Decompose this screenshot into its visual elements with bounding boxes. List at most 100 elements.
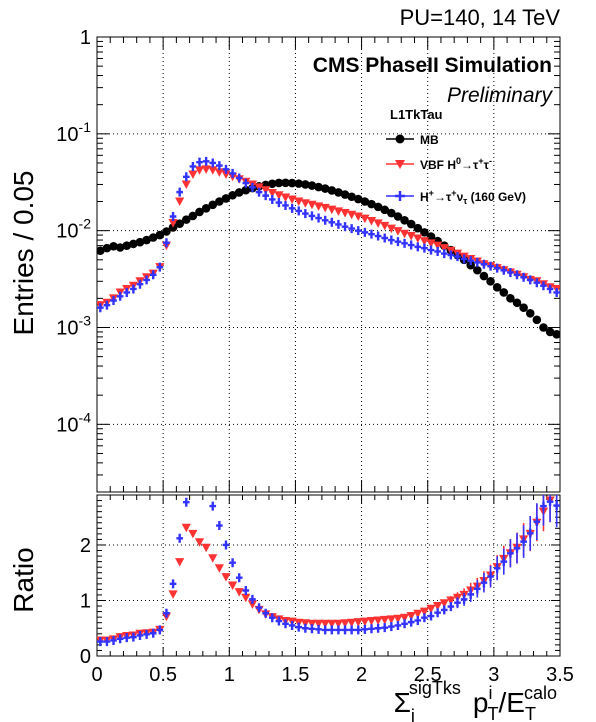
data-point [507,267,514,277]
data-point [373,616,383,625]
data-point [109,241,118,251]
data-point [143,275,150,285]
data-point [182,497,190,507]
data-point [314,182,323,192]
data-point [540,501,547,511]
data-point [393,212,403,221]
data-point [268,194,276,204]
data-point [335,625,342,635]
data-point [241,185,251,195]
data-point [433,241,443,251]
data-point [181,523,191,533]
data-point [262,191,269,201]
data-point [215,197,224,206]
data-point [340,619,350,628]
data-point [388,235,395,245]
data-point [467,589,475,599]
data-point [440,605,448,615]
data-point [361,624,369,634]
data-point [520,272,527,282]
data-point [360,197,370,206]
data-point [526,528,534,538]
data-point [221,573,231,582]
data-point [440,249,448,259]
data-point [386,615,396,624]
data-point [360,617,370,627]
data-point [348,625,355,635]
data-point [194,166,205,175]
algorithm-label: L1TkTau [390,107,443,122]
y-tick-label: 10-4 [56,409,91,436]
data-point [539,323,548,332]
data-point [97,637,104,647]
data-point [169,212,177,222]
data-point [381,233,389,243]
data-point [203,482,210,491]
data-point [374,623,382,633]
data-point [439,599,449,608]
data-point [419,237,430,246]
data-point [275,616,283,626]
data-point [354,625,362,635]
data-point [360,214,370,224]
data-point [414,242,422,252]
data-point [103,637,111,647]
data-point [427,245,435,255]
data-point [366,617,377,626]
data-point [201,543,211,553]
data-point [426,239,436,248]
data-point [209,158,217,168]
data-point [540,281,547,291]
data-point [254,183,264,192]
data-point [454,598,461,608]
data-point [302,623,309,633]
y-tick-label: 10-1 [56,119,91,146]
data-point [201,165,211,174]
data-point [181,215,191,224]
ratio-marks [97,482,560,647]
data-point [227,581,238,590]
data-point [467,256,475,266]
data-point [116,291,124,301]
data-point [216,521,223,531]
legend-label-vbf: VBF H0→τ+τ- [420,156,492,172]
data-point [195,207,204,217]
data-point [479,271,489,281]
data-point [353,618,363,627]
data-point [553,287,560,297]
data-point [295,206,303,216]
data-point [181,180,191,189]
data-point [367,199,376,209]
y-tick-label: 0 [80,646,91,668]
legend-entry-mb: MB [386,133,439,147]
data-point [447,250,455,260]
main-ticks: 1 10-1 10-2 10-3 10-4 [56,27,561,493]
data-point [380,221,390,231]
data-point [262,608,269,618]
data-point [386,224,396,234]
data-point [493,563,501,573]
x-tick-label: 0 [91,664,102,686]
y-tick-label: 10-3 [56,312,91,339]
data-point [421,613,428,623]
data-point [433,602,443,611]
data-point [487,261,494,271]
x-tick-label: 3.5 [546,664,574,686]
data-point [143,629,150,639]
data-point [300,619,310,628]
data-point [426,604,436,614]
data-point [368,229,375,239]
legend-label-mb: MB [420,133,439,147]
data-point [189,161,197,171]
data-point [163,608,170,618]
data-point [394,237,402,247]
data-point [393,614,403,624]
data-point [102,243,112,253]
data-point [513,270,521,280]
data-point [340,190,350,199]
data-point [353,212,363,222]
data-point [142,235,151,245]
data-point [426,232,436,241]
data-point [533,517,541,527]
